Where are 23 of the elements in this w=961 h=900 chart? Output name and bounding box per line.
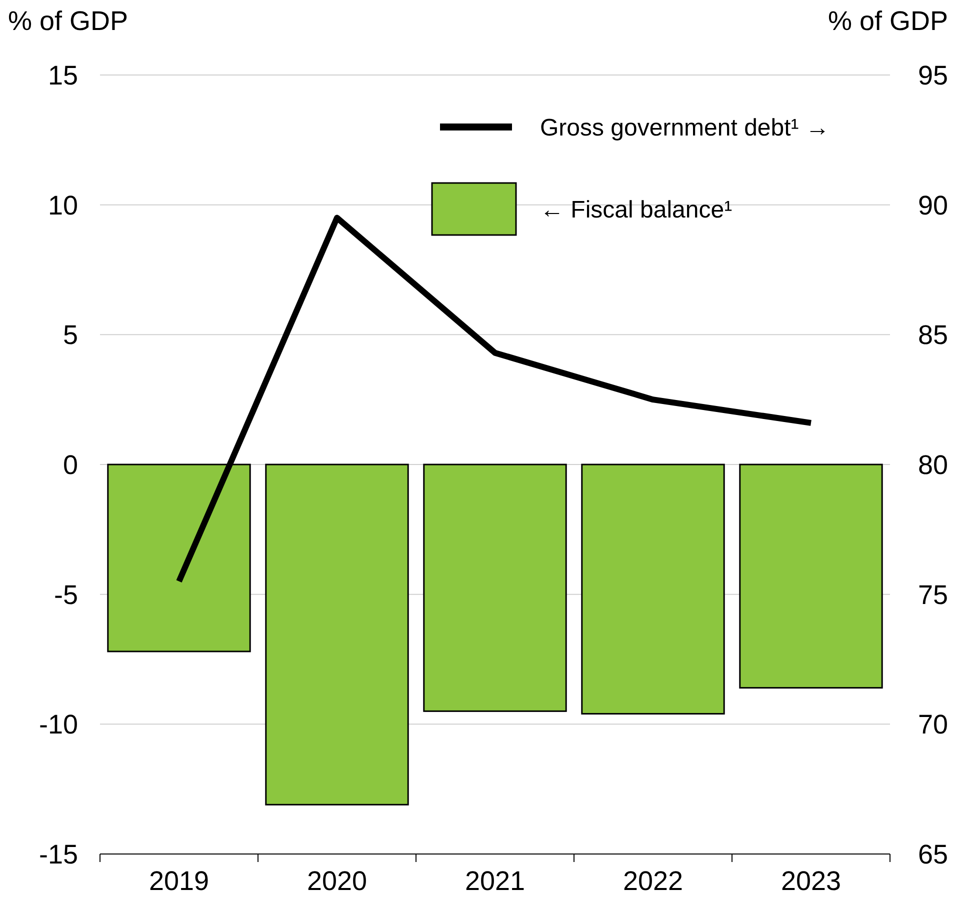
y2-tick-label: 65 <box>918 839 948 870</box>
x-tick-label: 2021 <box>464 866 526 896</box>
y2-tick-label: 90 <box>918 190 948 220</box>
y-tick-label: -15 <box>38 839 78 870</box>
y2-tick-label: 75 <box>918 580 948 610</box>
y2-tick-label: 80 <box>918 450 948 480</box>
y2-tick-label: 70 <box>918 710 948 740</box>
y-tick-label: 5 <box>62 320 78 350</box>
y-tick-label: -10 <box>38 710 78 740</box>
y-axis-title: % of GDP <box>8 6 128 36</box>
y-tick-label: 0 <box>62 450 78 480</box>
legend-label: ← Fiscal balance¹ <box>540 196 732 224</box>
y-tick-label: 10 <box>48 190 78 220</box>
y2-tick-label: 85 <box>918 320 948 350</box>
x-tick-label: 2022 <box>622 866 684 896</box>
x-tick-label: 2019 <box>148 866 210 896</box>
y2-axis-title: % of GDP <box>828 6 948 36</box>
y-tick-label: 15 <box>48 60 78 90</box>
legend-label: Gross government debt¹ → <box>540 114 830 142</box>
x-tick-label: 2023 <box>780 866 842 896</box>
y-tick-label: -5 <box>54 580 78 610</box>
x-tick-label: 2020 <box>306 866 368 896</box>
y2-tick-label: 95 <box>918 60 948 90</box>
